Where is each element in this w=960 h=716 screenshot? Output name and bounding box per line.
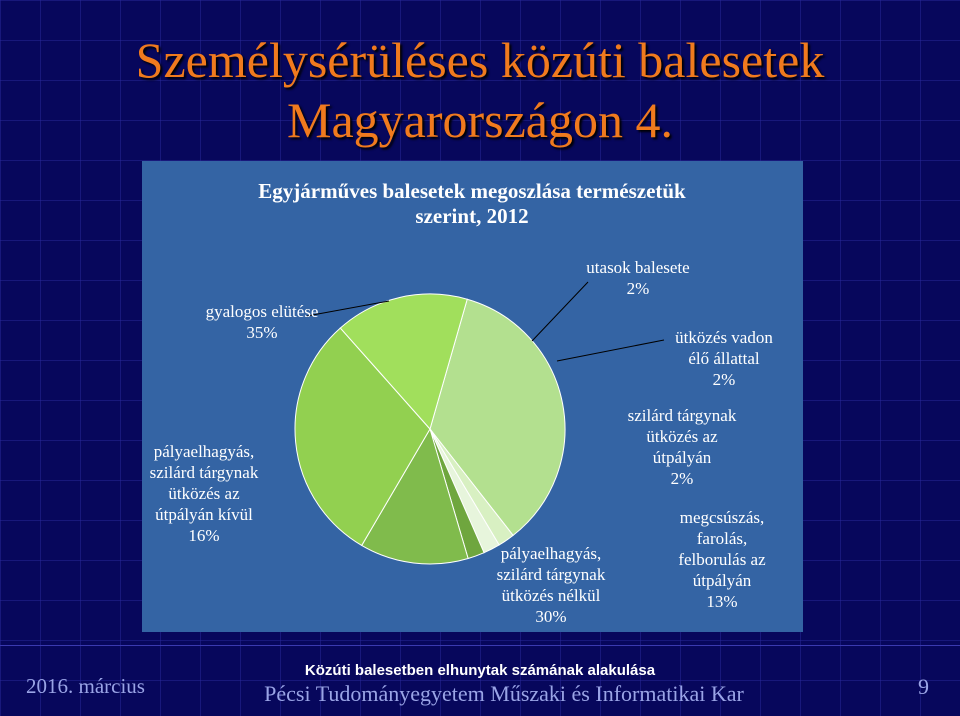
slice-label: gyalogos elütése 35% (206, 302, 319, 342)
slice-label-line: 2% (627, 279, 650, 298)
slice-label-line: 30% (535, 607, 566, 626)
slice-label-line: élő állattal (688, 349, 760, 368)
slice-label: szilárd tárgynak ütközés az útpályán 2% (628, 406, 737, 488)
slice-label-line: útpályán (653, 448, 712, 467)
slice-label-line: útpályán kívül (155, 505, 253, 524)
leader-lines (306, 281, 665, 362)
slice-label-line: farolás, (697, 529, 748, 548)
slice-label-line: 13% (706, 592, 737, 611)
footer-divider (0, 645, 960, 646)
slice-label-line: utasok balesete (586, 258, 689, 277)
slice-label-line: szilárd tárgynak (628, 406, 737, 425)
slice-label-line: gyalogos elütése (206, 302, 319, 321)
slice-label: megcsúszás, farolás, felborulás az útpályán… (678, 508, 766, 611)
slice-label-line: útpályán (693, 571, 752, 590)
pie-slice (294, 327, 431, 547)
leader-line (306, 300, 390, 317)
slice-label-line: ütközés vadon (675, 328, 773, 347)
slice-label-line: pályaelhagyás, (154, 442, 255, 461)
footer-date: 2016. március (26, 674, 145, 698)
slice-label-line: 2% (671, 469, 694, 488)
slice-label: pályaelhagyás, szilárd tárgynak ütközés né… (497, 544, 606, 626)
slice-label-line: ütközés nélkül (502, 586, 601, 605)
leader-line (531, 281, 589, 342)
slide-title-line2: Magyarországon 4. (287, 92, 673, 148)
chart-title-line1: Egyjárműves balesetek megoszlása termész… (258, 179, 686, 203)
pie-slice (339, 293, 468, 431)
footer-institution: Pécsi Tudományegyetem Műszaki és Informa… (264, 681, 744, 706)
slide-title: Személysérüléses közúti balesetek Magyar… (0, 30, 960, 150)
slice-label-line: 2% (713, 370, 736, 389)
footer-presentation-title: Közúti balesetben elhunytak számának ala… (304, 662, 656, 679)
pie-slices (294, 293, 566, 565)
chart-title-line2: szerint, 2012 (415, 204, 528, 228)
slice-label-line: 35% (246, 323, 277, 342)
slice-label-line: szilárd tárgynak (150, 463, 259, 482)
slice-label-line: ütközés az (168, 484, 240, 503)
slice-label-line: 16% (188, 526, 219, 545)
pie-chart: Egyjárműves balesetek megoszlása termész… (150, 179, 774, 626)
page-number: 9 (918, 674, 929, 699)
slice-label: utasok balesete 2% (586, 258, 689, 298)
slice-label-line: ütközés az (646, 427, 718, 446)
slice-labels: gyalogos elütése 35%utasok balesete 2%ütkö… (150, 258, 774, 626)
chart-panel: Egyjárműves balesetek megoszlása termész… (142, 161, 803, 632)
pie-slice (429, 298, 566, 537)
slice-label: pályaelhagyás, szilárd tárgynak ütközés az… (150, 442, 259, 545)
slice-label-line: pályaelhagyás, (501, 544, 602, 563)
slice-label-line: felborulás az (678, 550, 766, 569)
slide-title-line1: Személysérüléses közúti balesetek (135, 32, 825, 88)
slice-label-line: megcsúszás, (680, 508, 765, 527)
pie-slice (361, 427, 469, 565)
leader-line (556, 339, 665, 362)
slice-label-line: szilárd tárgynak (497, 565, 606, 584)
slice-label: ütközés vadon élő állattal 2% (675, 328, 773, 389)
